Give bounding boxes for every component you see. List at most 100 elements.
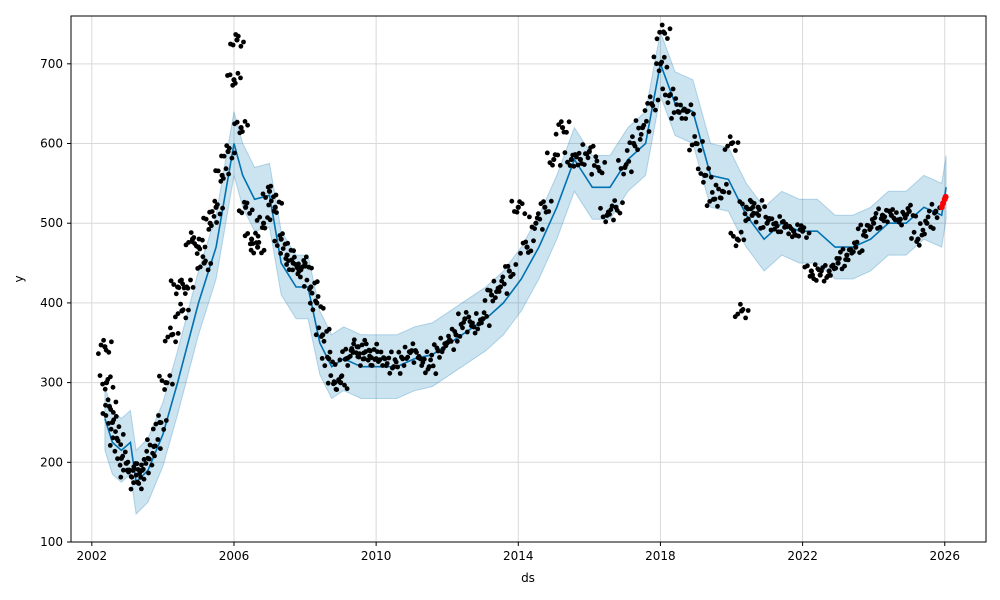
observed-point-cluster — [133, 472, 139, 478]
observed-point-cluster — [638, 132, 644, 137]
observed-point — [488, 292, 495, 298]
observed-point-cluster — [913, 213, 919, 219]
observed-point-cluster — [433, 371, 439, 377]
observed-point-cluster — [214, 220, 220, 225]
observed-point — [871, 220, 877, 226]
observed-point-cluster — [116, 424, 122, 430]
observed-point-cluster — [461, 320, 466, 325]
observed-point-cluster — [420, 360, 426, 365]
observed-point-cluster — [718, 195, 724, 201]
observed-point-cluster — [769, 216, 775, 222]
observed-point-cluster — [327, 349, 333, 355]
observed-point-cluster — [395, 364, 400, 370]
observed-point-cluster — [688, 102, 694, 108]
observed-point-cluster — [715, 203, 720, 209]
observed-point-cluster — [590, 143, 596, 149]
observed-point-cluster — [872, 215, 878, 221]
observed-point-cluster — [466, 314, 472, 320]
observed-point-cluster — [363, 341, 369, 347]
observed-point-cluster — [340, 349, 345, 355]
observed-point-cluster — [607, 211, 612, 217]
y-tick-label: 500 — [40, 216, 63, 230]
observed-point-cluster — [929, 201, 935, 207]
observed-point-cluster — [229, 155, 235, 161]
observed-point-cluster — [674, 102, 680, 107]
observed-point-cluster — [501, 281, 507, 287]
observed-point-cluster — [278, 251, 283, 256]
observed-point-cluster — [630, 134, 635, 140]
observed-point-cluster — [367, 353, 372, 359]
observed-point-cluster — [139, 462, 144, 468]
observed-point-cluster — [644, 118, 649, 124]
observed-point-cluster — [167, 373, 173, 378]
observed-point-cluster — [188, 277, 193, 283]
observed-point-cluster — [532, 226, 537, 232]
observed-point-cluster — [490, 298, 496, 304]
observed-point-cluster — [608, 207, 614, 213]
observed-point-cluster — [138, 474, 144, 480]
observed-point-cluster — [810, 272, 815, 278]
observed-point-cluster — [854, 239, 860, 245]
observed-point-cluster — [209, 209, 215, 214]
observed-point-cluster — [176, 285, 182, 291]
observed-point-cluster — [567, 163, 573, 168]
observed-point-cluster — [447, 337, 452, 342]
observed-point-cluster — [397, 371, 403, 376]
observed-point-cluster — [273, 192, 279, 198]
observed-point-cluster — [753, 219, 759, 225]
observed-point-cluster — [698, 171, 704, 177]
observed-point-cluster — [414, 350, 419, 355]
observed-point-cluster — [238, 43, 244, 49]
observed-point-cluster — [685, 108, 691, 114]
observed-point-cluster — [864, 222, 870, 228]
observed-point-cluster — [550, 162, 555, 168]
observed-point-cluster — [890, 207, 895, 212]
recent-point — [942, 193, 949, 200]
observed-point-cluster — [671, 110, 677, 115]
observed-point — [506, 268, 512, 274]
observed-point-cluster — [583, 151, 588, 157]
observed-point-cluster — [376, 359, 381, 364]
observed-point-cluster — [667, 26, 673, 32]
observed-point-cluster — [537, 216, 543, 222]
observed-point-cluster — [120, 432, 126, 437]
observed-point-cluster — [161, 427, 167, 432]
observed-point-cluster — [158, 446, 163, 451]
observed-point-cluster — [180, 281, 186, 287]
observed-point-cluster — [262, 225, 268, 231]
observed-point-cluster — [620, 200, 625, 206]
observed-point-cluster — [234, 119, 240, 125]
observed-point-cluster — [849, 250, 855, 256]
observed-point-cluster — [315, 294, 321, 299]
observed-point-cluster — [113, 429, 118, 434]
observed-point-cluster — [175, 331, 181, 336]
observed-point-cluster — [463, 310, 469, 315]
observed-point-cluster — [173, 291, 179, 297]
observed-point-cluster — [716, 186, 721, 192]
y-tick-label: 200 — [40, 455, 63, 469]
observed-point-cluster — [106, 349, 112, 355]
x-tick-label: 2002 — [77, 549, 108, 563]
observed-point-cluster — [168, 278, 174, 284]
observed-point-cluster — [217, 211, 223, 217]
observed-point-cluster — [212, 198, 218, 204]
observed-point-cluster — [650, 103, 656, 109]
observed-point — [266, 188, 273, 194]
observed-point-cluster — [651, 54, 657, 60]
observed-point-cluster — [804, 235, 809, 241]
observed-point-cluster — [103, 402, 108, 408]
observed-point-cluster — [733, 148, 738, 153]
observed-point-cluster — [325, 380, 331, 386]
observed-point-cluster — [279, 200, 285, 206]
observed-point-cluster — [292, 254, 297, 260]
observed-point-cluster — [235, 33, 241, 39]
observed-point-cluster — [673, 96, 679, 101]
observed-point-cluster — [585, 155, 591, 161]
observed-point-cluster — [227, 72, 233, 78]
observed-point-cluster — [735, 140, 741, 146]
x-tick-label: 2010 — [361, 549, 392, 563]
observed-point-cluster — [149, 462, 155, 468]
observed-point-cluster — [401, 363, 407, 368]
observed-point — [255, 244, 261, 250]
